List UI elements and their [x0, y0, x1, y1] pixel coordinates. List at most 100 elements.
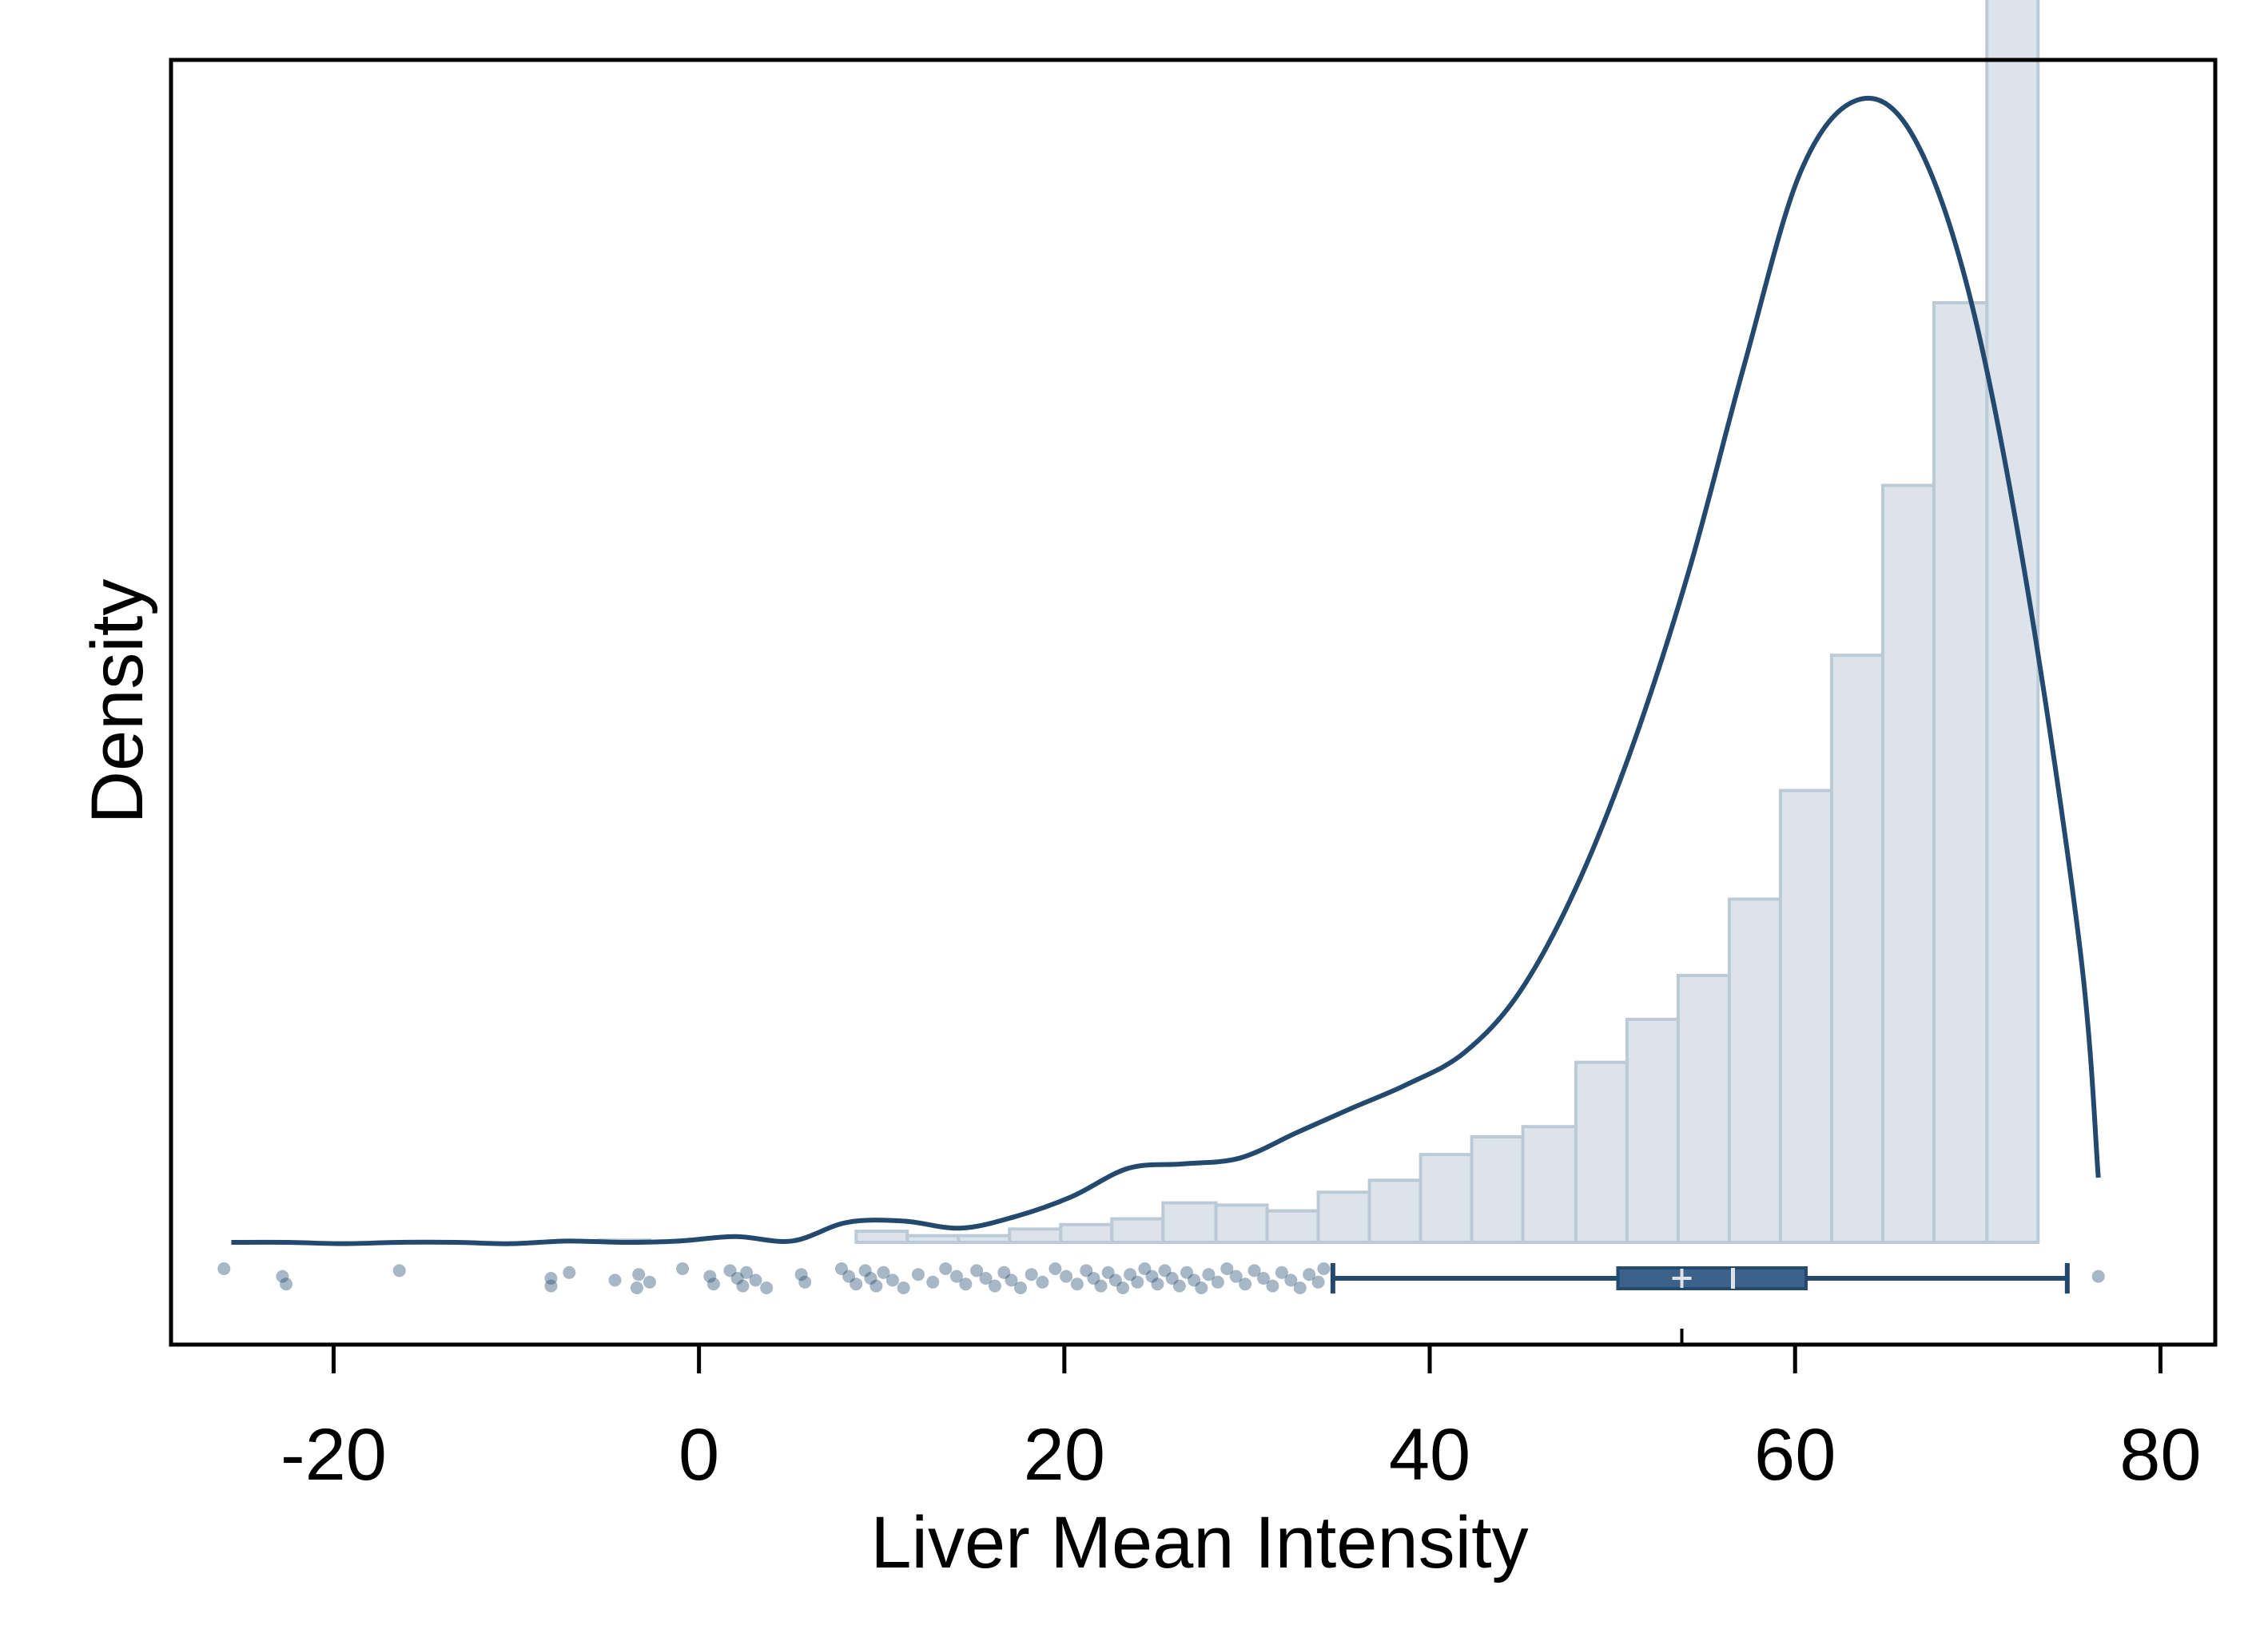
histogram-bar [1059, 1222, 1114, 1245]
outlier-point [563, 1266, 576, 1279]
outlier-point [1195, 1281, 1208, 1294]
outlier-point [736, 1279, 750, 1293]
outlier-point [1284, 1274, 1298, 1287]
outlier-point [842, 1270, 856, 1283]
outlier-point [1087, 1272, 1100, 1285]
outlier-point [877, 1266, 890, 1279]
outlier-point [1048, 1262, 1062, 1275]
outlier-point [1005, 1274, 1018, 1287]
outlier-point [1311, 1275, 1325, 1289]
outlier-point [276, 1270, 289, 1283]
outlier-point [723, 1264, 737, 1277]
outlier-point [1094, 1279, 1108, 1293]
x-tick-label: 80 [2119, 1414, 2201, 1496]
outlier-point [1013, 1281, 1027, 1294]
x-axis-label: Liver Mean Intensity [870, 1502, 1528, 1583]
plot-frame [169, 58, 2218, 1347]
outlier-point [608, 1274, 622, 1287]
outlier-point [1317, 1262, 1331, 1275]
outlier-point [1131, 1275, 1144, 1289]
outlier-point [1165, 1272, 1179, 1285]
x-tick-label: 20 [1024, 1414, 1105, 1496]
histogram-bar [957, 1234, 1012, 1245]
outlier-point [1116, 1281, 1129, 1294]
outlier-point [1124, 1268, 1137, 1281]
density-curve [231, 95, 2101, 1246]
histogram-bar [905, 1234, 961, 1245]
outlier-point [676, 1262, 690, 1275]
histogram-bar [1625, 1017, 1680, 1244]
outlier-point [939, 1262, 953, 1275]
outlier-point [1070, 1277, 1084, 1291]
outlier-point [1172, 1279, 1186, 1293]
histogram-bar [1985, 0, 2040, 1245]
outlier-point [1229, 1270, 1243, 1283]
histogram-bar [1316, 1190, 1371, 1245]
outlier-point [1151, 1277, 1164, 1291]
x-tick-label: 40 [1389, 1414, 1470, 1496]
outlier-point [632, 1268, 646, 1281]
outlier-point [2091, 1270, 2105, 1283]
outlier-point [1138, 1262, 1152, 1275]
outlier-point [280, 1277, 293, 1291]
histogram-bar [1727, 897, 1782, 1245]
outlier-point [858, 1264, 872, 1277]
outlier-point [749, 1274, 762, 1287]
outlier-point [1158, 1264, 1172, 1277]
outlier-point [1275, 1266, 1288, 1279]
outlier-point [1108, 1274, 1122, 1287]
histogram-bar [1778, 789, 1833, 1244]
outlier-point [979, 1272, 993, 1285]
outlier-point [1101, 1266, 1115, 1279]
outlier-point [1202, 1268, 1216, 1281]
outlier-point [703, 1270, 717, 1283]
outlier-point [1145, 1270, 1159, 1283]
boxplot [1330, 1263, 2070, 1345]
histogram-bar [1676, 973, 1731, 1244]
histogram-bar [1214, 1203, 1269, 1245]
outlier-point [1080, 1264, 1093, 1277]
outlier-point [544, 1279, 558, 1293]
outlier-point [643, 1275, 656, 1289]
y-axis-label: Density [77, 579, 158, 824]
outlier-point [850, 1277, 863, 1291]
outlier-point [834, 1262, 848, 1275]
outlier-point [926, 1275, 940, 1289]
histogram-bar [1265, 1209, 1320, 1244]
outlier-point [392, 1264, 406, 1277]
histogram-bar [854, 1230, 909, 1244]
histogram [596, 0, 2040, 1245]
outlier-point [1239, 1277, 1252, 1291]
histogram-bar [1521, 1125, 1578, 1245]
outlier-point [1266, 1279, 1279, 1293]
histogram-bar [1470, 1134, 1525, 1245]
x-tick-label: 0 [678, 1414, 719, 1496]
outlier-point [1257, 1272, 1271, 1285]
outlier-point [949, 1270, 963, 1283]
outlier-point [911, 1268, 925, 1281]
outlier-point [760, 1281, 774, 1294]
outlier-point [869, 1279, 883, 1293]
x-tick-label: 60 [1754, 1414, 1836, 1496]
histogram-bar [1880, 483, 1936, 1244]
outlier-point [988, 1279, 1001, 1293]
outlier-point [730, 1272, 744, 1285]
outlier-point [1180, 1266, 1193, 1279]
outlier-point [544, 1272, 558, 1285]
histogram-bar [1161, 1201, 1218, 1244]
outlier-point [959, 1277, 973, 1291]
outlier-point [1211, 1275, 1224, 1289]
outlier-point [798, 1275, 812, 1289]
outlier-point [1247, 1264, 1261, 1277]
histogram-bar [1008, 1227, 1063, 1244]
x-axis: -20 0 20 40 60 80 [281, 1345, 2202, 1496]
jitter-points [217, 1262, 2105, 1294]
histogram-bar [1574, 1060, 1629, 1245]
outlier-point [1060, 1270, 1073, 1283]
iqr-box [1616, 1266, 1808, 1290]
outlier-point [1025, 1268, 1038, 1281]
histogram-bar [1829, 654, 1884, 1244]
outlier-point [630, 1281, 643, 1294]
outlier-point [1036, 1275, 1049, 1289]
